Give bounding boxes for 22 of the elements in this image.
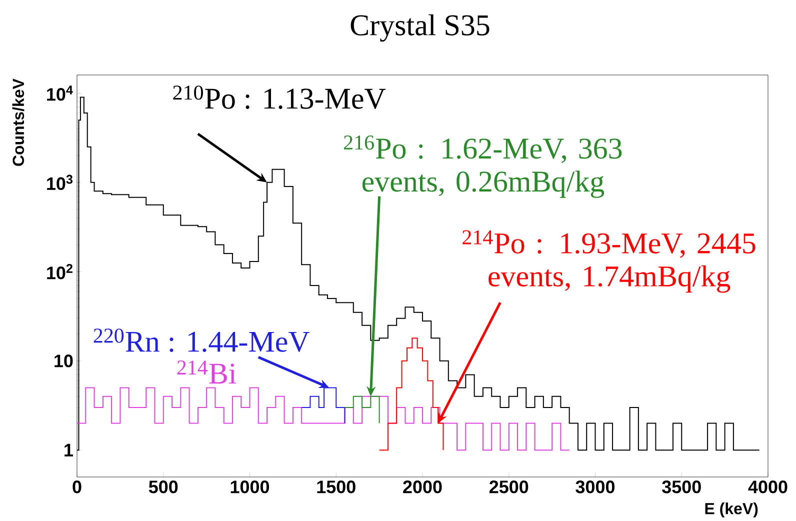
y-axis-title: Counts/keV (12, 78, 24, 166)
y-tick-label: 10$^{2}$ (47, 264, 72, 280)
y-tick-label: 10$^{4}$ (47, 86, 73, 101)
text: $^{216}$Po : 1.62-MeV, 363 events, 0.26mBq/kg (344, 136, 622, 198)
x-tick-label: 2500 (489, 480, 528, 494)
chart-title: Crystal S35 (350, 14, 490, 42)
y-tick-label: 10$^{3}$ (47, 174, 73, 190)
x-tick-label: 3000 (576, 480, 615, 494)
x-tick-label: 1000 (230, 480, 270, 494)
x-tick-label: 1500 (317, 480, 356, 494)
x-tick-label: 2000 (403, 480, 442, 494)
series-label: $^{214}$Bi (177, 360, 236, 384)
x-tick-label: 500 (148, 480, 178, 494)
x-axis-title: E (keV) (705, 502, 758, 518)
y-tick-label: 10 (54, 354, 73, 368)
text: $^{210}$Po : 1.13-MeV (173, 86, 386, 110)
x-tick-label: 3500 (662, 480, 701, 494)
y-tick-label: 1 (64, 444, 73, 456)
x-tick-label: 4000 (748, 480, 788, 494)
series-label: $^{220}$Rn : 1.44-MeV (94, 328, 310, 352)
text: $^{214}$Po : 1.93-MeV, 2445 events, 1.74mBq/kg (462, 230, 756, 293)
x-tick-label: 0 (72, 480, 82, 494)
